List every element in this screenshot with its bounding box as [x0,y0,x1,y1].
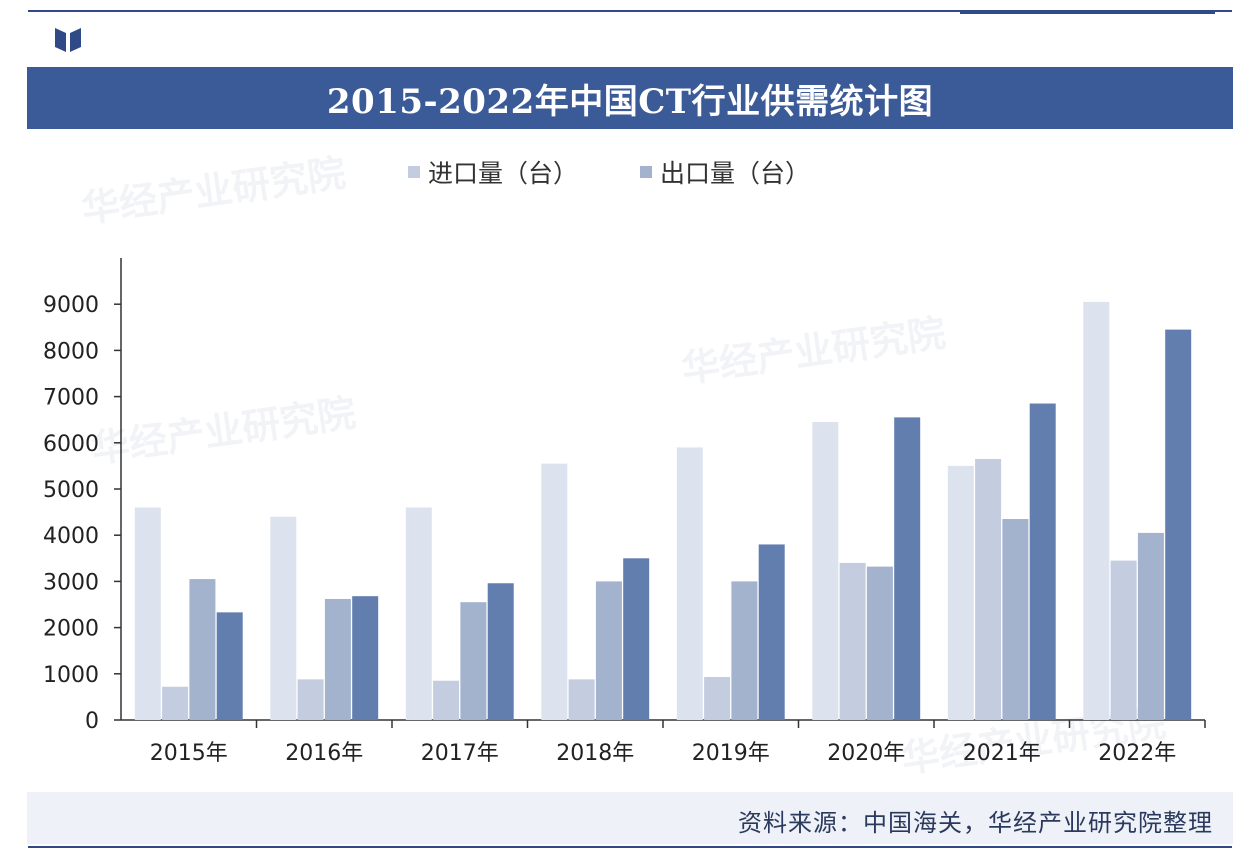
bar [405,507,432,720]
bar [758,544,785,720]
y-tick-label: 9000 [43,293,99,318]
bar [839,562,866,720]
bar [1110,560,1137,720]
bar [134,507,161,720]
bar [324,598,351,720]
bar [433,680,460,720]
x-tick-label: 2020年 [827,741,905,766]
bottom-border-line [28,846,1232,848]
chart-legend: 进口量（台） 出口量（台） [0,152,1258,192]
legend-swatch-export [640,166,652,178]
y-tick-label: 1000 [43,663,99,688]
bar [812,422,839,720]
bar [541,463,568,720]
bar [460,602,487,720]
legend-item-import: 进口量（台） [408,152,578,192]
x-tick-label: 2019年 [692,741,770,766]
source-note: 资料来源：中国海关，华经产业研究院整理 [738,809,1213,837]
bar [297,679,324,720]
bar [1137,532,1164,720]
bar [704,677,731,720]
legend-swatch-import [408,166,420,178]
bar [975,458,1002,720]
bar [189,579,216,720]
y-tick-label: 8000 [43,339,99,364]
bar [1029,403,1056,720]
y-tick-label: 6000 [43,432,99,457]
legend-label-export: 出口量（台） [660,159,811,188]
top-border-line [28,10,1232,12]
bar [623,558,650,720]
x-tick-label: 2017年 [421,741,499,766]
y-tick-label: 3000 [43,570,99,595]
bar [568,679,595,720]
bar [894,417,921,720]
legend-label-import: 进口量（台） [428,159,579,188]
x-tick-label: 2018年 [556,741,634,766]
y-tick-label: 5000 [43,478,99,503]
chart-title: 2015-2022年中国CT行业供需统计图 [27,67,1233,129]
bar [866,566,893,720]
bar [352,596,379,720]
logo-icon [55,28,81,52]
bar [947,465,974,720]
bar [1083,301,1110,720]
footer-bar [27,792,1233,844]
y-tick-label: 4000 [43,524,99,549]
y-tick-label: 0 [85,709,99,734]
y-tick-label: 2000 [43,617,99,642]
bar [162,686,189,720]
top-border-accent [960,11,1215,14]
bar [1002,519,1029,720]
bar [595,581,622,720]
bar [731,581,758,720]
x-tick-label: 2016年 [285,741,363,766]
bar [270,516,297,720]
bar [487,583,514,720]
x-tick-label: 2022年 [1098,741,1176,766]
y-tick-label: 7000 [43,386,99,411]
x-tick-label: 2015年 [150,741,228,766]
x-tick-label: 2021年 [963,741,1041,766]
bar [676,447,703,720]
legend-item-export: 出口量（台） [640,152,810,192]
bar [216,612,243,720]
bar [1165,329,1192,720]
